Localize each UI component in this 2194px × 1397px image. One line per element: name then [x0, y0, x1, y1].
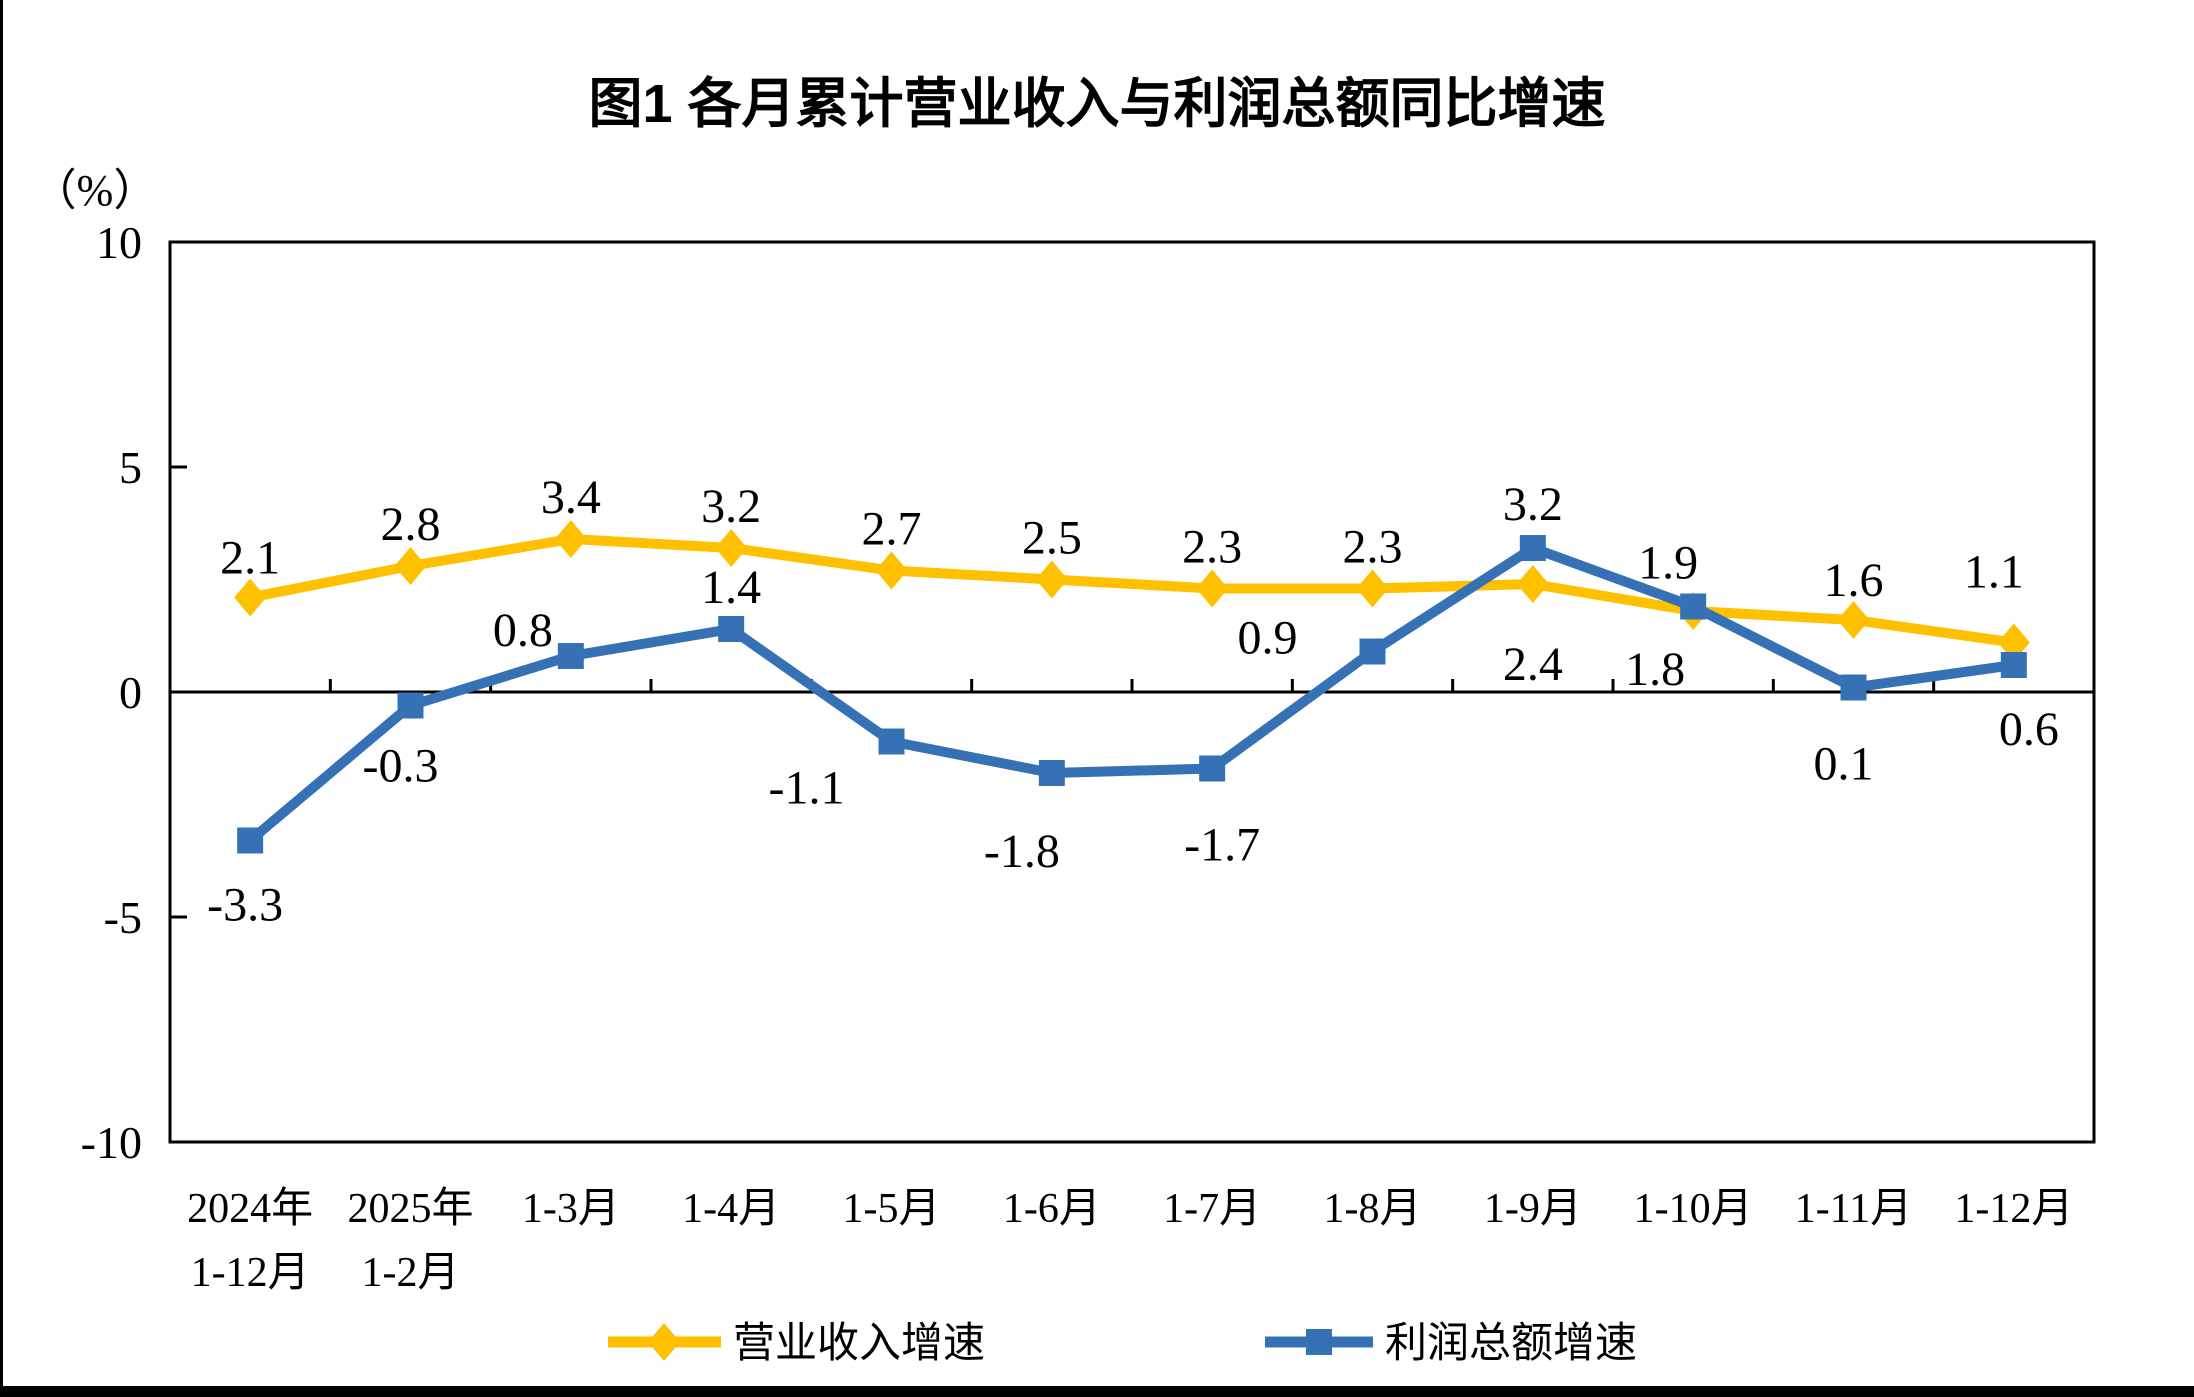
y-axis-tick-label: -10 [81, 1117, 142, 1168]
data-point-marker [234, 578, 267, 617]
data-point-marker [1837, 601, 1870, 639]
x-axis-category-label: 1-8月 [1324, 1186, 1422, 1232]
data-point-label: 3.2 [701, 480, 761, 533]
data-point-marker [2000, 652, 2027, 678]
legend-square-icon [1306, 1329, 1332, 1355]
data-point-marker [1199, 755, 1226, 782]
data-series [234, 520, 2030, 854]
y-axis-tick-label: 5 [119, 442, 142, 493]
x-axis-tick-labels: 2024年 1-12月 2025年 1-2月 1-3月 1-4月 1-5月 1-6月 1-7月 1… [187, 1185, 2073, 1296]
x-axis-category-label: 1-12月 [1954, 1186, 2073, 1232]
series-line [246, 543, 2015, 845]
x-axis-category-label: 1-12月 [191, 1250, 310, 1296]
x-axis-category-label: 1-5月 [843, 1186, 941, 1232]
data-point-label: -3.3 [207, 879, 283, 932]
data-point-labels: 2.1 2.8 3.4 3.2 2.7 2.5 2.3 2.3 2.4 1.8 1.6 1.1 -3.3… [207, 471, 2059, 932]
data-point-marker [557, 643, 584, 669]
x-axis-category-label: 2025年 [347, 1185, 473, 1232]
data-point-marker [237, 827, 264, 854]
data-point-label: -1.8 [984, 825, 1060, 878]
data-point-marker [1038, 760, 1065, 786]
data-point-label: -1.1 [769, 762, 845, 815]
page-border-left [0, 0, 3, 1397]
axes [168, 240, 2096, 1144]
data-point-marker [1680, 593, 1707, 620]
page-border-bottom [0, 1386, 2194, 1397]
y-axis-tick-label: 0 [119, 667, 142, 718]
legend-label-revenue: 营业收入增速 [733, 1321, 985, 1367]
data-point-marker [875, 551, 908, 590]
data-point-marker [715, 529, 748, 567]
legend-label-profit: 利润总额增速 [1385, 1321, 1637, 1367]
data-point-marker [397, 692, 424, 719]
data-point-label: 2.7 [862, 503, 922, 556]
series-profit-line [237, 535, 2027, 854]
data-point-label: 2.8 [381, 498, 441, 551]
data-point-label: 2.3 [1343, 521, 1403, 574]
data-point-label: 1.1 [1964, 546, 2024, 599]
x-axis-category-label: 1-10月 [1634, 1186, 1753, 1232]
x-axis-category-label: 1-9月 [1484, 1186, 1582, 1232]
data-point-marker [1359, 638, 1386, 665]
legend: 营业收入增速 利润总额增速 [608, 1321, 1637, 1367]
data-point-label: 1.9 [1638, 537, 1698, 590]
legend-marker-profit-icon [1265, 1329, 1373, 1355]
x-axis-category-label: 1-11月 [1795, 1186, 1912, 1232]
data-point-label: 1.6 [1824, 554, 1884, 607]
x-axis-category-label: 1-4月 [682, 1186, 780, 1232]
data-point-marker [718, 616, 745, 642]
series-revenue-line [234, 520, 2030, 662]
x-axis-category-label: 1-2月 [362, 1250, 460, 1296]
data-point-marker [1356, 569, 1389, 608]
data-point-marker [1516, 565, 1549, 603]
data-point-label: 3.4 [541, 471, 601, 524]
series-line [249, 534, 2015, 648]
y-axis-tick-labels: 10 5 0 -5 -10 [81, 217, 142, 1168]
data-point-label: 0.9 [1238, 612, 1298, 665]
chart-title: 图1 各月累计营业收入与利润总额同比增速 [588, 74, 1605, 134]
data-point-label: 2.1 [220, 532, 280, 585]
y-axis-tick-label: -5 [104, 892, 142, 943]
x-axis-category-label: 1-6月 [1003, 1186, 1101, 1232]
data-point-label: 2.5 [1022, 512, 1082, 565]
x-axis-category-label: 2024年 [187, 1185, 313, 1232]
data-point-label: 0.6 [1999, 703, 2059, 756]
data-point-label: -1.7 [1184, 819, 1260, 872]
data-point-marker [1196, 569, 1229, 608]
data-point-marker [554, 520, 587, 558]
legend-marker-revenue-icon [608, 1323, 721, 1361]
data-point-label: 3.2 [1503, 478, 1563, 531]
data-point-marker [1840, 674, 1867, 701]
data-point-label: -0.3 [363, 740, 439, 793]
data-point-label: 2.3 [1182, 521, 1242, 574]
data-point-marker [1035, 560, 1068, 599]
x-axis-category-label: 1-3月 [522, 1186, 620, 1232]
legend-diamond-icon [648, 1323, 680, 1361]
data-point-label: 1.8 [1625, 643, 1685, 696]
data-point-marker [394, 547, 427, 585]
data-point-label: 2.4 [1503, 638, 1563, 691]
data-point-marker [1519, 535, 1546, 561]
data-point-label: 0.8 [493, 604, 553, 657]
y-axis-unit-label: （%） [33, 166, 158, 215]
y-axis-tick-label: 10 [96, 217, 142, 268]
data-point-label: 1.4 [701, 561, 761, 614]
data-point-marker [878, 728, 905, 755]
x-axis-category-label: 1-7月 [1163, 1186, 1261, 1232]
data-point-label: 0.1 [1814, 738, 1874, 791]
